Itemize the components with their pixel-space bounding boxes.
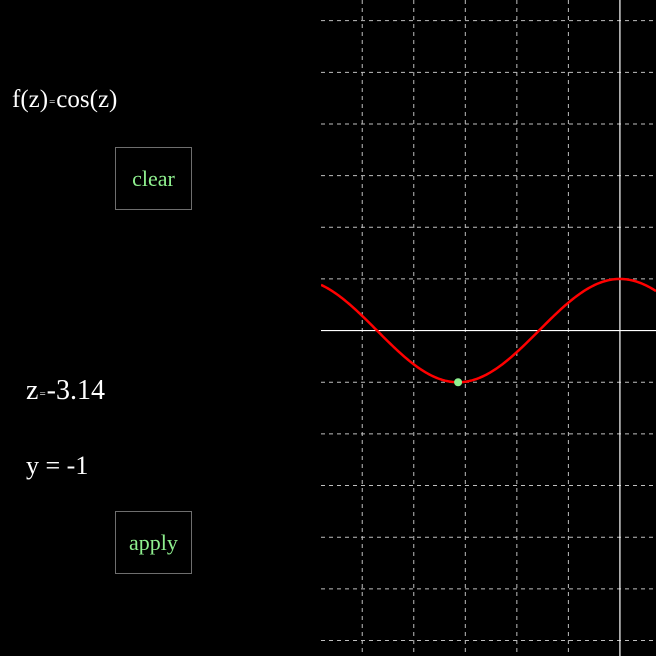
control-panel: f(z) = cos(z) clear z = -3.14 y = -1 app… (0, 0, 321, 656)
function-equals: = (49, 96, 56, 108)
plot-canvas[interactable] (321, 0, 656, 656)
marker-layer (454, 378, 463, 387)
curve-layer (321, 277, 656, 384)
function-curve (321, 277, 656, 384)
axes (321, 0, 656, 656)
apply-button[interactable]: apply (115, 511, 192, 574)
z-name: z (26, 375, 39, 406)
z-equals: = (39, 388, 46, 400)
z-value-label: z = -3.14 (26, 375, 105, 407)
y-value-label: y = -1 (26, 451, 89, 480)
function-rhs: cos(z) (56, 86, 118, 113)
clear-button[interactable]: clear (115, 147, 192, 210)
z-value: -3.14 (46, 375, 105, 406)
function-lhs: f(z) (12, 86, 49, 113)
grid (321, 0, 656, 656)
selected-point-marker (454, 378, 463, 387)
function-label: f(z) = cos(z) (12, 86, 117, 114)
